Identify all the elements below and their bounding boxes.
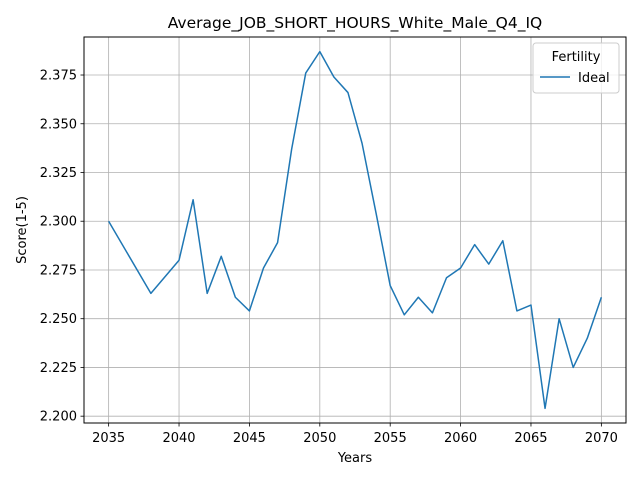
legend-label-ideal: Ideal bbox=[578, 71, 610, 86]
plot-frame bbox=[83, 36, 627, 424]
legend: Fertility Ideal bbox=[532, 42, 620, 94]
x-tick-label: 2070 bbox=[585, 431, 618, 446]
y-tick-label: 2.325 bbox=[40, 166, 77, 181]
x-tick-label: 2050 bbox=[303, 431, 336, 446]
x-tick-label: 2065 bbox=[514, 431, 547, 446]
legend-title: Fertility bbox=[552, 50, 601, 65]
y-axis: 2.200 2.225 2.250 2.275 2.300 2.325 2.350 2.375 bbox=[40, 69, 84, 425]
y-tick-label: 2.350 bbox=[40, 117, 77, 132]
grid bbox=[84, 37, 626, 423]
x-axis: 2035 2040 2045 2050 2055 2060 2065 2070 bbox=[92, 423, 618, 446]
x-tick-label: 2040 bbox=[162, 431, 195, 446]
y-axis-label: Score(1-5) bbox=[15, 196, 30, 264]
legend-box bbox=[532, 42, 620, 94]
y-tick-label: 2.375 bbox=[40, 69, 77, 84]
x-tick-label: 2035 bbox=[92, 431, 125, 446]
y-tick-label: 2.225 bbox=[40, 361, 77, 376]
x-tick-label: 2045 bbox=[233, 431, 266, 446]
y-tick-label: 2.250 bbox=[40, 312, 77, 327]
y-tick-label: 2.300 bbox=[40, 215, 77, 230]
series-line-ideal bbox=[107, 50, 603, 410]
y-tick-label: 2.275 bbox=[40, 263, 77, 278]
x-axis-label: Years bbox=[337, 451, 373, 466]
x-tick-label: 2060 bbox=[444, 431, 477, 446]
series-layer bbox=[107, 50, 603, 410]
y-tick-label: 2.200 bbox=[40, 410, 77, 425]
x-tick-label: 2055 bbox=[374, 431, 407, 446]
chart-title: Average_JOB_SHORT_HOURS_White_Male_Q4_IQ bbox=[168, 14, 543, 33]
